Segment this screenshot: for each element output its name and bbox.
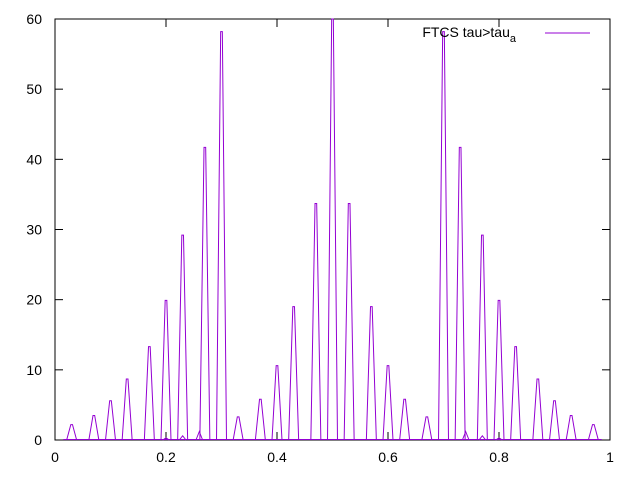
y-tick-label: 10: [26, 362, 42, 378]
series-peak: [493, 299, 505, 441]
series-peak: [160, 299, 172, 441]
series-peak: [399, 398, 411, 441]
series-minor-bump: [461, 430, 470, 441]
series-peak: [121, 378, 133, 441]
series-peak: [565, 414, 577, 441]
series-peak: [327, 18, 338, 441]
x-tick-label: 1: [606, 449, 614, 465]
series-peak: [365, 306, 377, 441]
y-tick-label: 40: [26, 151, 42, 167]
series-peak: [382, 365, 394, 441]
series-peak: [310, 203, 322, 441]
series-minor-bump: [195, 430, 204, 441]
y-tick-label: 60: [26, 11, 42, 27]
x-tick-label: 0.6: [378, 449, 398, 465]
legend-label: FTCS tau>taua: [422, 24, 517, 45]
legend: FTCS tau>taua: [422, 24, 590, 45]
series-peak: [343, 203, 355, 441]
series-peak: [216, 31, 227, 441]
y-tick-label: 20: [26, 292, 42, 308]
y-tick-label: 30: [26, 222, 42, 238]
x-tick-label: 0.4: [267, 449, 287, 465]
series-minor-bump: [478, 434, 487, 441]
series-peak: [143, 346, 155, 441]
series-peak: [549, 400, 560, 441]
series-peak: [271, 365, 283, 441]
series-peak: [177, 234, 189, 441]
y-tick-label: 0: [34, 432, 42, 448]
series-peak: [88, 414, 100, 441]
series-peak: [105, 400, 116, 441]
series-peak: [66, 424, 78, 441]
x-tick-label: 0.8: [489, 449, 509, 465]
series-peak: [587, 424, 599, 441]
series-peak: [438, 31, 449, 441]
series-peak: [454, 146, 466, 441]
series-peak: [288, 306, 300, 441]
x-tick-label: 0.2: [156, 449, 176, 465]
series-peak: [232, 416, 244, 441]
series-peak: [510, 346, 522, 441]
plot-frame: [54, 18, 611, 441]
series-minor-bump: [178, 434, 187, 441]
series-peak: [421, 416, 433, 441]
x-tick-label: 0: [51, 449, 59, 465]
y-tick-label: 50: [26, 81, 42, 97]
series-lines: [63, 18, 602, 441]
series-peak: [254, 398, 266, 441]
series-peak: [199, 146, 211, 441]
series-peak: [532, 378, 544, 441]
series-peak: [476, 234, 488, 441]
